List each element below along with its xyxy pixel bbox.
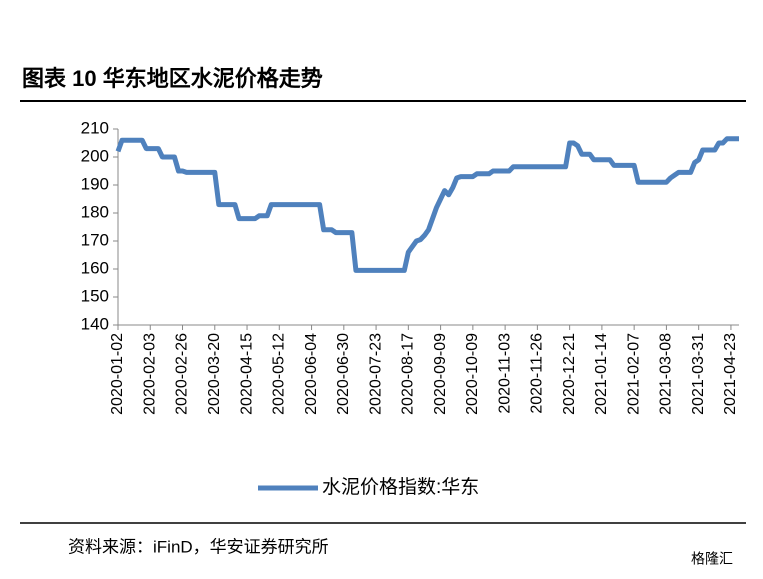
- x-tick-label: 2020-02-03: [141, 333, 158, 415]
- x-tick-label: 2020-12-21: [561, 333, 578, 415]
- y-tick-label: 190: [81, 174, 109, 193]
- x-tick-label: 2021-02-07: [625, 333, 642, 415]
- x-tick-label: 2020-01-02: [109, 333, 126, 415]
- watermark: 格隆汇: [691, 551, 733, 567]
- source-note: 资料来源：iFinD，华安证券研究所: [68, 537, 329, 556]
- y-tick-label: 210: [81, 118, 109, 137]
- legend-label: 水泥价格指数:华东: [322, 476, 479, 498]
- x-tick-label: 2021-04-23: [722, 333, 739, 415]
- y-tick-label: 140: [81, 314, 109, 333]
- y-tick-label: 160: [81, 258, 109, 277]
- x-tick-label: 2021-01-14: [593, 333, 610, 415]
- x-tick-label: 2020-06-30: [335, 333, 352, 415]
- x-tick-label: 2020-07-23: [367, 333, 384, 415]
- x-tick-label: 2020-10-09: [464, 333, 481, 415]
- x-tick-label: 2020-08-17: [400, 333, 417, 415]
- y-tick-label: 200: [81, 146, 109, 165]
- x-tick-label: 2020-11-26: [529, 333, 546, 414]
- y-tick-label: 150: [81, 286, 109, 305]
- y-tick-label: 170: [81, 230, 109, 249]
- data-line: [115, 136, 739, 273]
- x-tick-label: 2021-03-08: [658, 333, 675, 415]
- x-tick-label: 2020-03-20: [206, 333, 223, 415]
- x-tick-label: 2020-02-26: [174, 333, 191, 415]
- x-tick-label: 2020-06-04: [303, 333, 320, 415]
- chart-title: 图表 10 华东地区水泥价格走势: [22, 66, 323, 91]
- x-tick-label: 2020-05-12: [271, 333, 288, 415]
- x-tick-label: 2020-09-09: [432, 333, 449, 415]
- y-tick-label: 180: [81, 202, 109, 221]
- x-tick-label: 2021-03-31: [690, 333, 707, 415]
- x-tick-label: 2020-04-15: [238, 333, 255, 415]
- x-tick-label: 2020-11-03: [496, 333, 513, 414]
